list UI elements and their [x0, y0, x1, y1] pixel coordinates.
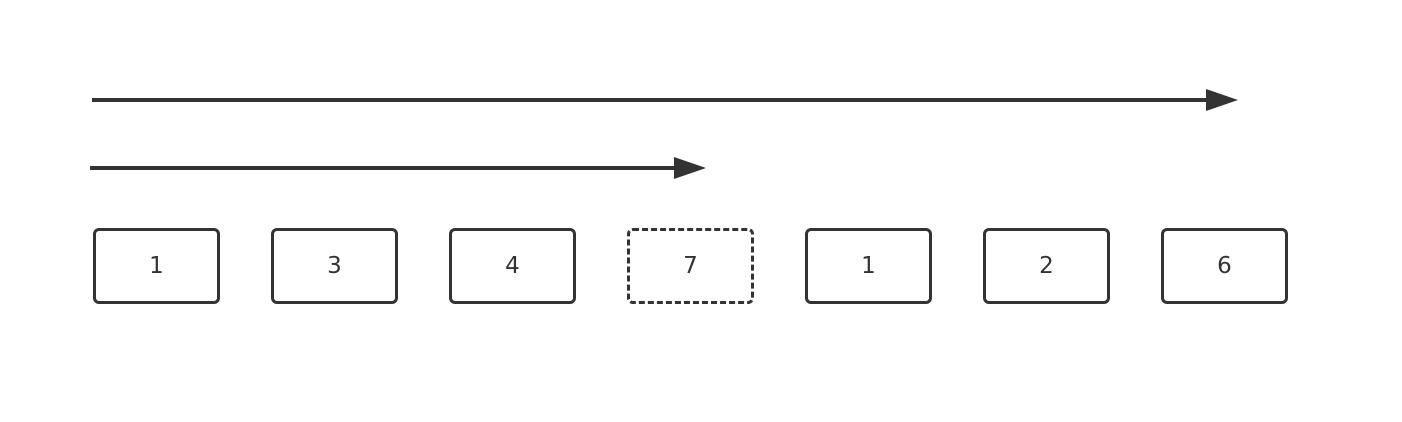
array-cell-4-highlighted: 7	[627, 228, 754, 304]
array-cell-2-label: 3	[327, 253, 342, 279]
array-cell-7: 6	[1161, 228, 1288, 304]
short-arrow	[90, 157, 706, 179]
array-cell-1-label: 1	[149, 253, 164, 279]
array-cell-5: 1	[805, 228, 932, 304]
array-cell-3: 4	[449, 228, 576, 304]
array-cell-5-label: 1	[861, 253, 876, 279]
long-arrow	[92, 89, 1238, 111]
array-cell-4-label: 7	[683, 253, 698, 279]
array-cell-7-label: 6	[1217, 253, 1232, 279]
array-cell-3-label: 4	[505, 253, 520, 279]
array-cell-6: 2	[983, 228, 1110, 304]
short-arrow-head	[674, 157, 706, 179]
array-cell-6-label: 2	[1039, 253, 1054, 279]
array-cell-2: 3	[271, 228, 398, 304]
array-cell-1: 1	[93, 228, 220, 304]
long-arrow-head	[1206, 89, 1238, 111]
